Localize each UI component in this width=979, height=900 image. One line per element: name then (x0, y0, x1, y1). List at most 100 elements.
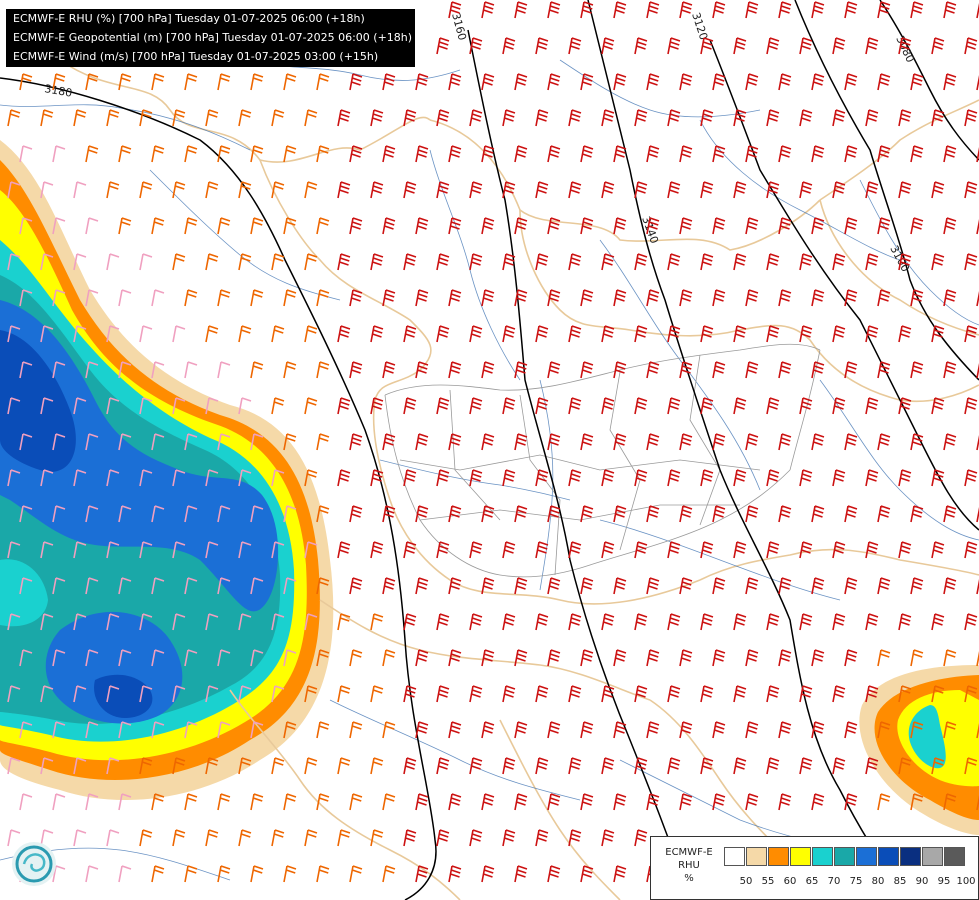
wind-barb-icon (106, 109, 120, 127)
wind-barb-icon (316, 217, 330, 235)
wind-barb-icon (535, 469, 549, 487)
wind-barb-icon (118, 577, 132, 595)
wind-barb-icon (250, 289, 264, 307)
wind-barb-icon (898, 325, 912, 343)
wind-barb-icon (283, 577, 297, 595)
wind-barb-icon (679, 505, 693, 523)
wind-barb-icon (712, 433, 726, 451)
legend-tick-label: 65 (805, 876, 819, 887)
wind-barb-icon (238, 613, 252, 631)
wind-barb-icon (745, 145, 759, 163)
wind-barb-icon (52, 145, 66, 163)
wind-barb-icon (667, 181, 681, 199)
wind-barb-icon (481, 793, 495, 811)
wind-barb-icon (238, 109, 252, 127)
wind-barb-icon (733, 541, 747, 559)
wind-barb-icon (667, 469, 681, 487)
wind-barb-icon (271, 829, 285, 847)
wind-barb-icon (634, 109, 648, 127)
wind-barb-icon (514, 289, 528, 307)
wind-barb-icon (271, 397, 285, 415)
wind-barb-icon (481, 289, 495, 307)
wind-barb-icon (778, 145, 792, 163)
wind-barb-icon (910, 577, 924, 595)
legend-tick-label: 95 (937, 876, 951, 887)
wind-barb-icon (73, 829, 87, 847)
wind-barb-icon (403, 397, 417, 415)
wind-barb-icon (349, 73, 363, 91)
rhu-85-area-south (94, 674, 153, 718)
wind-barb-icon (139, 325, 153, 343)
wind-barb-icon (85, 865, 99, 883)
wind-barb-icon (700, 541, 714, 559)
contour-3160 (467, 29, 691, 900)
wind-barb-icon (205, 181, 219, 199)
wind-barb-icon (766, 325, 780, 343)
wind-barb-icon (469, 613, 483, 631)
wind-barb-icon (865, 37, 879, 55)
wind-barb-icon (52, 361, 66, 379)
wind-barb-icon (745, 1, 759, 19)
wind-barb-icon (514, 1, 528, 19)
wind-barb-icon (403, 181, 417, 199)
wind-barb-icon (766, 253, 780, 271)
wind-barb-icon (250, 649, 264, 667)
wind-barb-icon (40, 469, 54, 487)
wind-barb-icon (580, 721, 594, 739)
wind-barb-icon (514, 217, 528, 235)
wind-barb-icon (910, 649, 924, 667)
wind-barb-icon (415, 793, 429, 811)
wind-barb-icon (865, 253, 879, 271)
wind-barb-icon (601, 685, 615, 703)
wind-barb-icon (733, 181, 747, 199)
wind-barb-icon (217, 505, 231, 523)
wind-barb-icon (205, 613, 219, 631)
legend-swatch (768, 847, 789, 866)
wind-barb-icon (349, 433, 363, 451)
wind-barb-icon (964, 397, 978, 415)
wind-barb-icon (766, 469, 780, 487)
wind-barb-icon (382, 217, 396, 235)
legend-swatch (790, 847, 811, 866)
wind-barb-icon (382, 721, 396, 739)
wind-barb-icon (238, 469, 252, 487)
wind-barb-icon (877, 433, 891, 451)
wind-barb-icon (613, 865, 627, 883)
wind-barb-icon (172, 757, 186, 775)
wind-barb-icon (217, 73, 231, 91)
legend-swatch (746, 847, 767, 866)
wind-barb-icon (436, 829, 450, 847)
legend-swatch (922, 847, 943, 866)
wind-barb-icon (679, 217, 693, 235)
wind-barb-icon (799, 613, 813, 631)
wind-barb-icon (700, 469, 714, 487)
wind-barb-icon (448, 793, 462, 811)
wind-barb-icon (448, 361, 462, 379)
wind-barb-icon (502, 829, 516, 847)
wind-barb-icon (580, 505, 594, 523)
wind-barb-icon (415, 433, 429, 451)
wind-barb-icon (436, 181, 450, 199)
wind-barb-icon (205, 325, 219, 343)
wind-barb-icon (799, 757, 813, 775)
wind-barb-icon (502, 613, 516, 631)
wind-barb-icon (799, 109, 813, 127)
wind-barb-icon (205, 109, 219, 127)
wind-barb-icon (40, 253, 54, 271)
wind-barb-icon (865, 685, 879, 703)
wind-barb-icon (205, 469, 219, 487)
wind-barb-icon (304, 541, 318, 559)
wind-barb-icon (469, 253, 483, 271)
wind-barb-icon (271, 757, 285, 775)
wind-barb-icon (745, 289, 759, 307)
wind-barb-icon (370, 541, 384, 559)
wind-barb-icon (568, 325, 582, 343)
wind-barb-icon (304, 325, 318, 343)
wind-barb-icon (601, 109, 615, 127)
wind-barb-icon (931, 541, 945, 559)
wind-barb-icon (316, 721, 330, 739)
wind-barb-icon (304, 757, 318, 775)
wind-barb-icon (580, 361, 594, 379)
wind-barb-icon (19, 73, 33, 91)
wind-barb-icon (172, 253, 186, 271)
